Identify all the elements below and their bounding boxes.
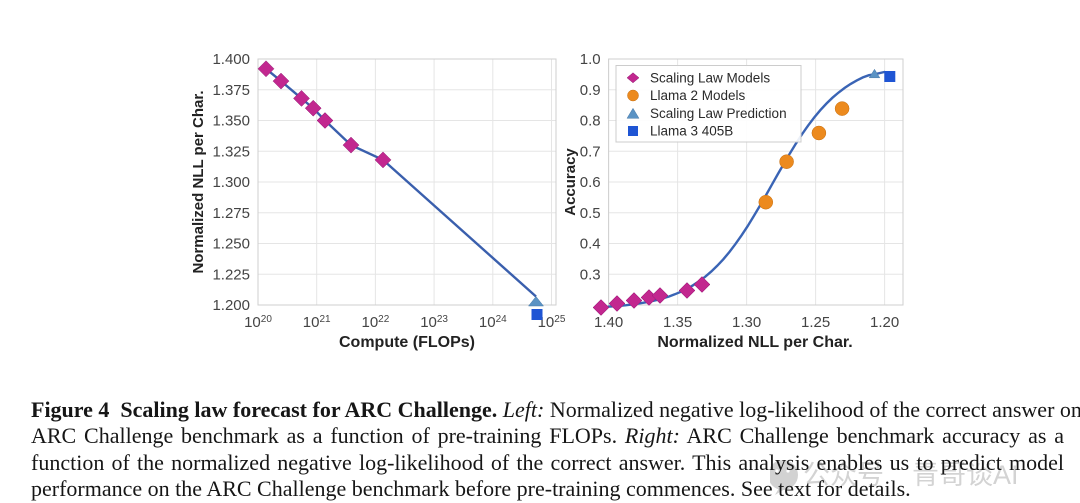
svg-text:1.400: 1.400 <box>212 51 250 68</box>
svg-text:0.7: 0.7 <box>580 143 601 160</box>
svg-text:1.35: 1.35 <box>663 314 692 331</box>
svg-text:1020: 1020 <box>244 314 272 332</box>
svg-text:0.5: 0.5 <box>580 205 601 222</box>
svg-text:Scaling Law Models: Scaling Law Models <box>650 70 770 85</box>
svg-text:1023: 1023 <box>420 314 448 332</box>
svg-text:0.3: 0.3 <box>580 266 601 283</box>
svg-text:1.225: 1.225 <box>212 266 250 283</box>
svg-text:1.20: 1.20 <box>870 314 899 331</box>
svg-text:Normalized NLL per Char.: Normalized NLL per Char. <box>657 334 852 351</box>
svg-text:0.9: 0.9 <box>580 82 601 99</box>
svg-text:1.350: 1.350 <box>212 113 250 130</box>
svg-text:Compute (FLOPs): Compute (FLOPs) <box>339 334 475 351</box>
svg-text:Llama 2 Models: Llama 2 Models <box>650 88 746 103</box>
svg-text:1021: 1021 <box>303 314 331 332</box>
svg-text:Accuracy: Accuracy <box>562 148 579 216</box>
svg-text:1.0: 1.0 <box>580 51 601 68</box>
svg-text:1024: 1024 <box>479 314 507 332</box>
svg-text:1.40: 1.40 <box>594 314 623 331</box>
svg-text:Llama 3 405B: Llama 3 405B <box>650 124 733 139</box>
svg-text:0.8: 0.8 <box>580 113 601 130</box>
svg-text:1.250: 1.250 <box>212 236 250 253</box>
svg-text:1.25: 1.25 <box>801 314 830 331</box>
svg-text:1.30: 1.30 <box>732 314 761 331</box>
svg-text:1.200: 1.200 <box>212 297 250 314</box>
svg-text:0.4: 0.4 <box>580 236 601 253</box>
svg-text:1.375: 1.375 <box>212 82 250 99</box>
svg-text:Scaling Law Prediction: Scaling Law Prediction <box>650 106 787 121</box>
svg-text:Normalized NLL per Char.: Normalized NLL per Char. <box>190 90 207 273</box>
svg-text:0.6: 0.6 <box>580 174 601 191</box>
svg-text:1.275: 1.275 <box>212 205 250 222</box>
svg-text:1.300: 1.300 <box>212 174 250 191</box>
svg-text:1.325: 1.325 <box>212 143 250 160</box>
svg-text:1022: 1022 <box>361 314 389 332</box>
